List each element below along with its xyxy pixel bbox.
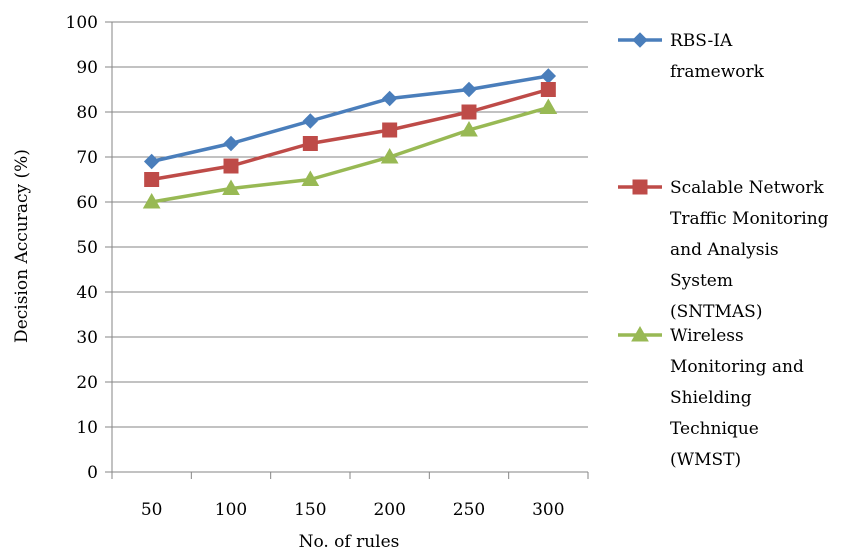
y-tick-label: 40: [76, 283, 98, 303]
legend-label: Traffic Monitoring: [670, 209, 829, 229]
legend-label: (SNTMAS): [670, 302, 762, 322]
y-tick-label: 90: [76, 58, 98, 78]
data-point: [461, 81, 477, 98]
legend-label: System: [670, 271, 733, 291]
tick-labels: 0 10 20 30 40 50 60 70 80 90 100 50 100 150 200 250 300: [66, 13, 565, 520]
x-tick-label: 250: [453, 500, 485, 520]
x-tick-label: 100: [215, 500, 247, 520]
series-line: [151, 87, 549, 182]
y-tick-label: 30: [76, 328, 98, 348]
data-point: [223, 158, 239, 174]
data-point: [382, 122, 398, 138]
legend-label: Technique: [670, 419, 759, 439]
x-tick-label: 200: [373, 500, 405, 520]
data-point: [461, 104, 477, 120]
y-tick-label: 100: [66, 13, 98, 33]
legend-marker: [632, 179, 648, 195]
data-point: [540, 82, 556, 97]
x-tick-label: 300: [532, 500, 564, 520]
y-tick-label: 0: [87, 463, 98, 483]
data-point: [539, 98, 558, 114]
series-2: [144, 82, 556, 187]
x-axis-title: No. of rules: [299, 532, 400, 552]
legend-label: framework: [670, 62, 765, 82]
y-axis-title: Decision Accuracy (%): [12, 149, 32, 343]
y-tick-label: 10: [76, 418, 98, 438]
data-point: [302, 113, 319, 129]
series-line: [151, 74, 549, 164]
data-point: [142, 192, 161, 209]
data-point: [144, 172, 160, 187]
data-point: [223, 135, 239, 152]
y-tick-label: 80: [76, 103, 98, 123]
grid-lines: [112, 21, 588, 428]
legend-marker: [632, 32, 648, 48]
legend-marker: [631, 325, 649, 342]
legend-item-1: RBS-IA framework: [618, 31, 765, 82]
legend-label: Monitoring and: [670, 357, 804, 377]
y-tick-label: 70: [76, 148, 98, 168]
data-point: [460, 120, 478, 137]
legend-item-2: Scalable Network Traffic Monitoring and An…: [618, 178, 829, 322]
x-tick-label: 50: [141, 500, 163, 520]
series-line: [151, 105, 549, 204]
legend-label: Wireless: [670, 326, 744, 346]
x-tick-label: 150: [294, 500, 326, 520]
series-3: [142, 98, 558, 209]
data-point: [222, 179, 240, 195]
y-tick-label: 60: [76, 193, 98, 213]
data-point: [302, 136, 318, 151]
data-point: [143, 153, 160, 170]
data-point: [380, 147, 399, 164]
axes: [105, 21, 589, 479]
legend: RBS-IA framework Scalable Network Traffic M…: [618, 31, 829, 470]
legend-item-3: Wireless Monitoring and Shielding Technique…: [618, 325, 804, 470]
legend-label: RBS-IA: [670, 31, 733, 51]
data-point: [540, 68, 557, 84]
y-tick-label: 20: [76, 373, 98, 393]
legend-label: Shielding: [670, 388, 752, 408]
series-lines: [142, 68, 558, 209]
data-point: [381, 90, 398, 107]
legend-label: and Analysis: [670, 240, 779, 260]
legend-label: (WMST): [670, 450, 741, 470]
data-point: [301, 170, 320, 186]
legend-label: Scalable Network: [670, 178, 824, 198]
y-tick-label: 50: [76, 238, 98, 258]
series-1: [143, 68, 557, 170]
